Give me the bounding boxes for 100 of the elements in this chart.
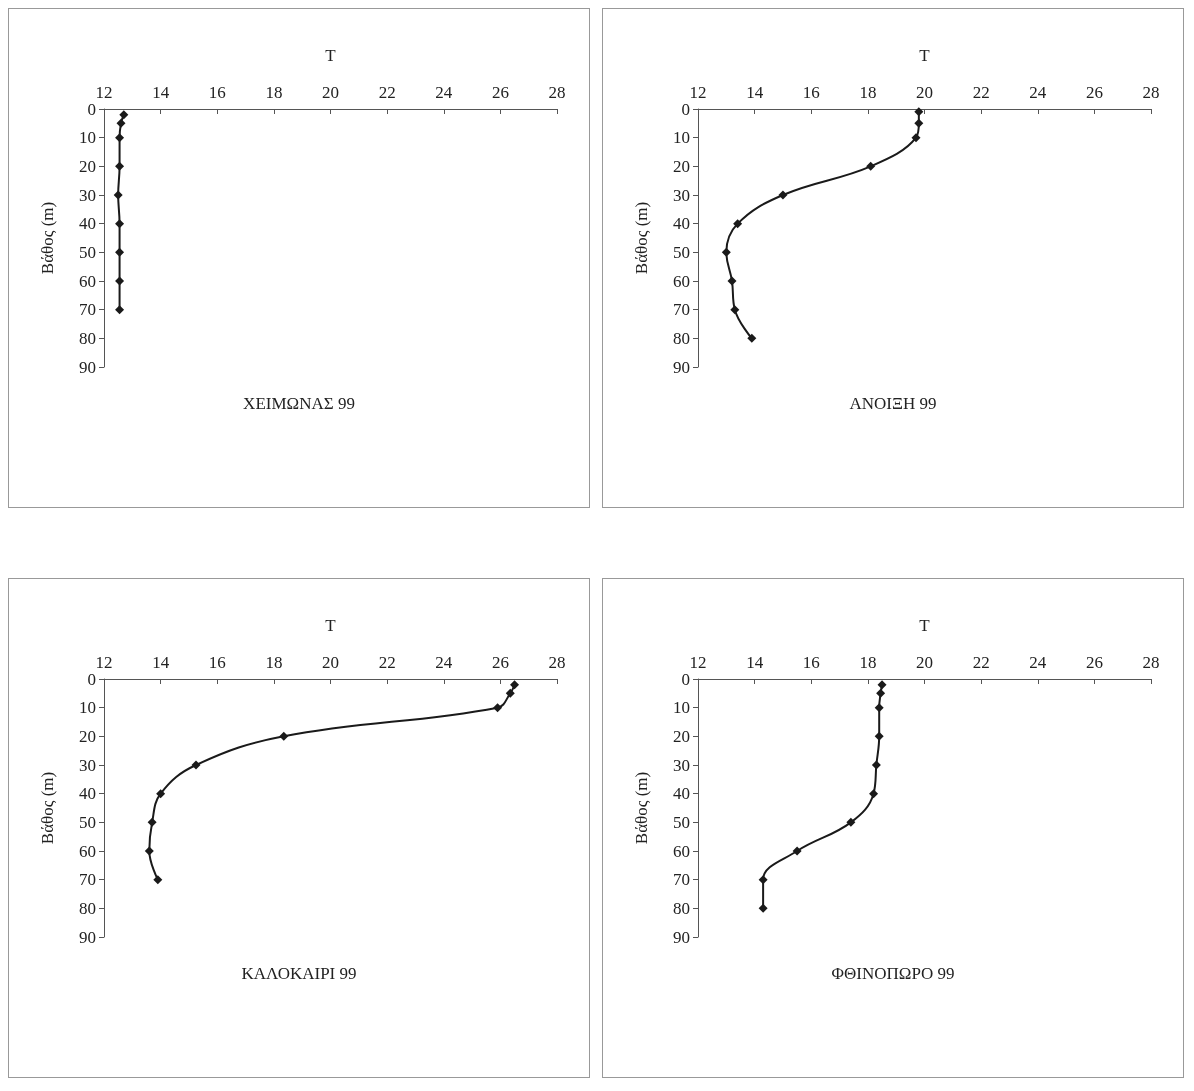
point	[493, 703, 503, 713]
text: ΦΘΙΝΟΠΩΡΟ 99	[831, 964, 955, 983]
x-tick-label: 24	[435, 653, 453, 672]
point	[510, 680, 520, 690]
y-tick-label: 40	[673, 784, 690, 804]
y-tick-label: 10	[673, 698, 690, 718]
x-tick-label: 24	[435, 83, 453, 102]
y-tick-label: 10	[79, 128, 96, 148]
x-tick-label: 28	[1142, 83, 1160, 102]
point	[115, 161, 125, 171]
x-tick-label: 14	[746, 83, 764, 102]
x-tick-label: 26	[491, 83, 509, 102]
x-tick-label: 28	[548, 83, 566, 102]
point	[914, 118, 924, 128]
y-tick-label: 60	[79, 841, 96, 861]
point	[758, 875, 768, 885]
point	[747, 333, 757, 343]
x-tick-label: 12	[95, 653, 113, 672]
point	[733, 219, 743, 229]
point	[874, 703, 884, 713]
y-tick-label: 60	[79, 271, 96, 291]
point	[721, 247, 731, 257]
x-tick-label: 22	[972, 83, 990, 102]
y-tick-label: 10	[79, 698, 96, 718]
y-tick-label: 0	[681, 669, 690, 689]
point	[758, 903, 768, 913]
y-tick-label: 10	[673, 128, 690, 148]
y-axis-title: Βάθος (m)	[38, 771, 57, 845]
y-tick-label: 20	[79, 726, 96, 746]
text: ΧΕΙΜΩΝΑΣ 99	[243, 394, 355, 413]
x-tick-label: 12	[689, 653, 707, 672]
x-tick-label: 14	[152, 83, 170, 102]
y-axis-title: Βάθος (m)	[632, 201, 651, 275]
point	[874, 731, 884, 741]
y-tick-label: 80	[79, 898, 96, 918]
x-tick-label: 28	[1142, 653, 1160, 672]
point	[871, 760, 881, 770]
y-tick-label: 60	[673, 271, 690, 291]
y-tick-label: 30	[79, 185, 96, 205]
x-tick-label: 22	[378, 653, 396, 672]
point	[116, 118, 126, 128]
x-tick-label: 20	[916, 653, 933, 672]
x-tick-label: 16	[802, 653, 820, 672]
point	[147, 817, 157, 827]
y-tick-label: 30	[79, 755, 96, 775]
point	[877, 680, 887, 690]
point	[730, 305, 740, 315]
point	[191, 760, 201, 770]
point	[914, 107, 924, 117]
y-tick-label: 60	[673, 841, 690, 861]
y-tick-label: 30	[673, 185, 690, 205]
y-tick-label: 50	[79, 242, 96, 262]
point	[115, 276, 125, 286]
y-tick-label: 40	[673, 214, 690, 234]
x-tick-label: 16	[208, 83, 226, 102]
point	[144, 846, 154, 856]
point	[876, 688, 886, 698]
point	[115, 133, 125, 143]
y-tick-label: 90	[79, 927, 96, 947]
point	[156, 789, 166, 799]
text: ΚΑΛΟΚΑΙΡΙ 99	[241, 964, 357, 983]
y-tick-label: 80	[673, 898, 690, 918]
y-tick-label: 20	[673, 726, 690, 746]
y-tick-label: 70	[79, 870, 96, 890]
y-tick-label: 50	[673, 812, 690, 832]
point	[113, 190, 123, 200]
x-tick-label: 18	[265, 83, 283, 102]
y-tick-label: 30	[673, 755, 690, 775]
x-tick-label: 20	[916, 83, 933, 102]
point	[115, 219, 125, 229]
x-tick-label: 28	[548, 653, 566, 672]
x-tick-label: 12	[689, 83, 707, 102]
y-tick-label: 80	[673, 328, 690, 348]
point	[115, 305, 125, 315]
x-axis-title: T	[325, 616, 337, 635]
point	[727, 276, 737, 286]
x-tick-label: 18	[265, 653, 283, 672]
point	[866, 161, 876, 171]
y-tick-label: 70	[673, 870, 690, 890]
x-tick-label: 20	[322, 83, 339, 102]
point	[505, 688, 515, 698]
x-axis-title: T	[325, 46, 337, 65]
x-tick-label: 16	[208, 653, 226, 672]
y-tick-label: 90	[79, 357, 96, 377]
point	[846, 817, 856, 827]
point	[792, 846, 802, 856]
x-tick-label: 18	[859, 653, 877, 672]
y-tick-label: 0	[681, 99, 690, 119]
x-tick-label: 14	[152, 653, 170, 672]
x-tick-label: 26	[491, 653, 509, 672]
x-tick-label: 12	[95, 83, 113, 102]
y-tick-label: 20	[79, 156, 96, 176]
x-axis-title: T	[919, 46, 931, 65]
x-tick-label: 24	[1029, 83, 1047, 102]
y-tick-label: 50	[79, 812, 96, 832]
point	[115, 247, 125, 257]
y-tick-label: 80	[79, 328, 96, 348]
x-tick-label: 22	[972, 653, 990, 672]
point	[279, 731, 289, 741]
point	[911, 133, 921, 143]
